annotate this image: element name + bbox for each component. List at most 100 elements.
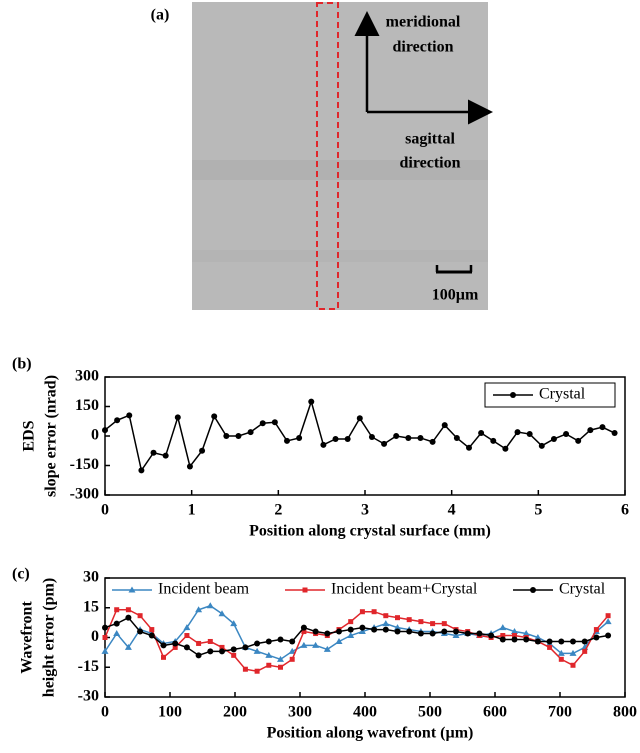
marker: [302, 587, 308, 593]
marker: [499, 624, 507, 631]
marker: [417, 434, 424, 441]
x-tick-label: 800: [613, 704, 637, 721]
y-tick-label: 0: [91, 628, 99, 645]
marker: [137, 613, 143, 619]
marker: [259, 420, 266, 427]
y-tick-label: -15: [78, 658, 99, 675]
y-tick-label: -300: [70, 486, 99, 503]
marker: [430, 621, 436, 627]
marker: [312, 641, 320, 648]
marker: [526, 431, 533, 438]
marker: [278, 664, 283, 670]
panel-label: (a): [151, 7, 170, 24]
y-tick-label: -150: [70, 456, 99, 473]
marker: [174, 414, 181, 421]
marker: [223, 433, 230, 439]
marker: [499, 636, 506, 643]
marker: [289, 656, 295, 662]
marker: [125, 607, 131, 613]
marker: [160, 642, 167, 649]
x-tick-label: 4: [448, 502, 456, 519]
marker: [265, 651, 273, 658]
marker: [230, 620, 238, 627]
marker: [511, 636, 518, 643]
marker: [593, 627, 599, 633]
marker: [265, 638, 272, 645]
marker: [162, 452, 169, 459]
panel-label: (c): [12, 566, 30, 583]
marker: [125, 614, 132, 621]
marker: [510, 392, 516, 398]
x-tick-label: 600: [483, 704, 507, 721]
marker: [271, 419, 278, 426]
annotation: meridional: [386, 14, 461, 31]
marker: [599, 424, 606, 431]
x-tick-label: 5: [534, 502, 542, 519]
marker: [570, 662, 576, 668]
marker: [332, 435, 339, 442]
marker: [114, 417, 121, 424]
x-tick-label: 400: [353, 704, 377, 721]
marker: [206, 602, 214, 609]
marker: [277, 636, 284, 643]
marker: [593, 634, 600, 641]
marker: [211, 413, 218, 420]
marker: [266, 662, 272, 668]
x-tick-label: 500: [418, 704, 442, 721]
y-tick-label: 30: [83, 569, 99, 586]
marker: [550, 435, 557, 442]
marker: [534, 634, 542, 640]
marker: [558, 656, 564, 662]
marker: [150, 449, 157, 456]
marker: [429, 438, 436, 445]
annotation: direction: [392, 39, 453, 56]
marker: [254, 640, 261, 647]
x-tick-label: 0: [101, 502, 109, 519]
x-tick-label: 700: [548, 704, 572, 721]
y-tick-label: 15: [83, 598, 99, 615]
marker: [604, 618, 612, 625]
marker: [452, 632, 460, 639]
marker: [393, 433, 400, 439]
marker: [113, 620, 120, 627]
marker: [347, 626, 354, 633]
marker: [570, 638, 576, 645]
marker: [242, 666, 248, 672]
marker: [581, 638, 588, 645]
scale-label: 100µm: [432, 287, 479, 304]
marker: [335, 637, 343, 644]
marker: [569, 649, 577, 656]
marker: [219, 644, 225, 650]
streak: [192, 160, 488, 180]
marker: [514, 429, 521, 436]
marker: [300, 624, 307, 631]
marker: [113, 630, 121, 637]
marker: [453, 628, 459, 635]
marker: [405, 434, 412, 441]
marker: [359, 624, 366, 631]
marker: [247, 429, 254, 436]
marker: [464, 630, 471, 637]
legend-label: Crystal: [559, 581, 606, 598]
marker: [546, 638, 553, 645]
marker: [284, 437, 290, 444]
marker: [587, 427, 594, 434]
marker: [235, 433, 242, 439]
marker: [582, 648, 588, 654]
marker: [128, 586, 136, 593]
marker: [538, 442, 545, 449]
streak: [192, 250, 488, 262]
x-tick-label: 1: [188, 502, 196, 519]
marker: [534, 638, 541, 645]
marker: [218, 610, 226, 617]
selection-box: [316, 2, 339, 310]
marker: [323, 645, 331, 652]
marker: [195, 652, 202, 659]
x-tick-label: 3: [361, 502, 369, 519]
marker: [138, 467, 145, 474]
marker: [523, 636, 530, 643]
marker: [502, 445, 509, 452]
marker: [418, 619, 424, 625]
marker: [320, 441, 327, 448]
